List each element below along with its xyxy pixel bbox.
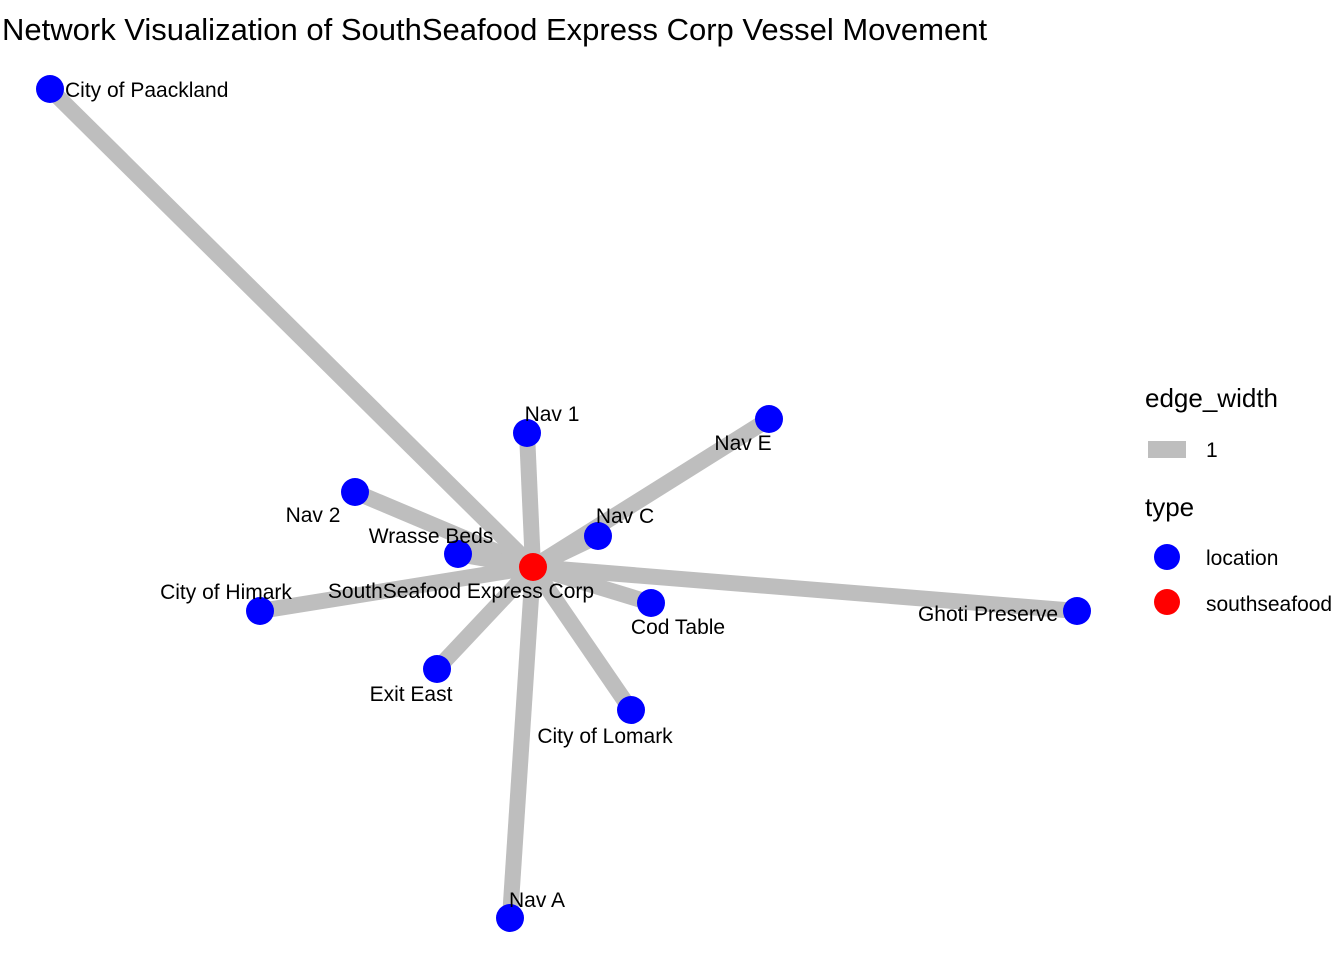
legend: edge_width 1 type location southseafood — [1145, 383, 1332, 616]
node-ghoti-preserve — [1063, 597, 1091, 625]
node-cod-table — [637, 589, 665, 617]
edge-city-of-paackland — [44, 83, 539, 573]
legend-location-label: location — [1206, 547, 1278, 570]
legend-edge-key — [1148, 441, 1186, 458]
node-nav-2 — [341, 478, 369, 506]
edge-exit-east — [431, 561, 539, 675]
label-layer: SouthSeafood Express Corp City of Paackla… — [65, 79, 1058, 912]
edge-nav-1 — [519, 432, 541, 568]
node-label-nav-a: Nav A — [509, 889, 565, 912]
edge-city-of-lomark — [526, 562, 638, 715]
node-label-exit-east: Exit East — [370, 683, 453, 706]
edge-layer — [44, 83, 1078, 919]
node-label-nav-2: Nav 2 — [286, 504, 341, 527]
node-label-city-of-paackland: City of Paackland — [65, 79, 228, 102]
node-label-southseafood-express-corp: SouthSeafood Express Corp — [328, 580, 594, 603]
legend-type-title: type — [1145, 492, 1194, 522]
node-label-city-of-lomark: City of Lomark — [537, 725, 673, 748]
legend-edge-value: 1 — [1206, 439, 1218, 462]
node-nav-1 — [513, 419, 541, 447]
node-nav-a — [496, 904, 524, 932]
node-wrasse-beds — [444, 540, 472, 568]
chart-title: Network Visualization of SouthSeafood Ex… — [2, 12, 987, 47]
node-city-of-lomark — [617, 696, 645, 724]
legend-southseafood-label: southseafood — [1206, 593, 1332, 616]
legend-location-key — [1154, 544, 1180, 570]
node-label-nav-c: Nav C — [596, 505, 654, 528]
edge-nav-a — [502, 566, 541, 919]
legend-edge-title: edge_width — [1145, 383, 1278, 413]
node-southseafood-express-corp — [519, 553, 547, 581]
node-exit-east — [423, 655, 451, 683]
node-nav-e — [755, 405, 783, 433]
node-label-wrasse-beds: Wrasse Beds — [369, 525, 494, 548]
legend-southseafood-key — [1154, 589, 1180, 615]
edge-city-of-himark — [258, 559, 535, 619]
node-label-ghoti-preserve: Ghoti Preserve — [918, 603, 1058, 626]
node-label-nav-1: Nav 1 — [525, 403, 580, 426]
node-layer — [36, 75, 1091, 932]
node-label-cod-table: Cod Table — [631, 616, 725, 639]
node-nav-c — [584, 522, 612, 550]
edge-ghoti-preserve — [532, 559, 1078, 619]
node-label-city-of-himark: City of Himark — [160, 581, 292, 604]
node-label-nav-e: Nav E — [714, 432, 771, 455]
node-city-of-paackland — [36, 75, 64, 103]
node-city-of-himark — [246, 597, 274, 625]
